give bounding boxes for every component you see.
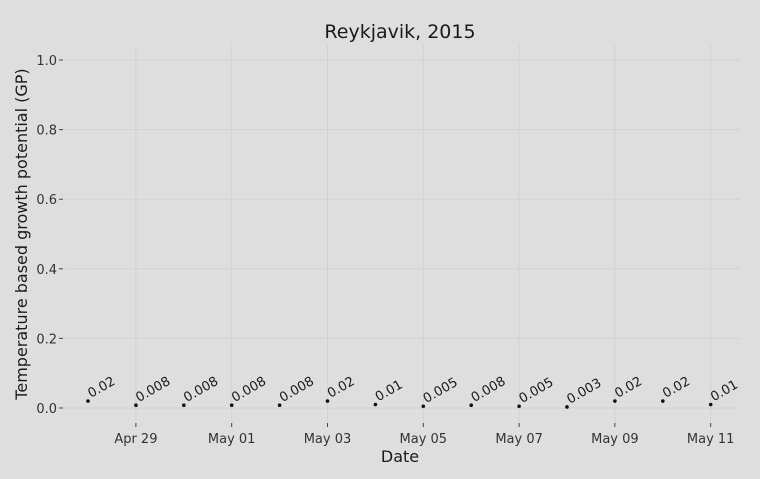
data-label: 0.02 xyxy=(660,374,693,401)
data-point xyxy=(134,403,138,408)
data-point xyxy=(229,403,234,408)
data-point xyxy=(182,403,186,408)
data-labels: 0.02 0.008 0.008 0.008 0.008 0.02 0.01 0.005 0.0… xyxy=(86,374,741,407)
grid-lines xyxy=(65,45,740,422)
x-tick-label: May 03 xyxy=(304,432,352,447)
y-tick-label: 1.0 xyxy=(36,54,57,69)
data-label: 0.02 xyxy=(612,374,645,401)
x-tick-label: May 11 xyxy=(687,432,735,447)
data-label: 0.008 xyxy=(133,374,173,406)
data-point xyxy=(613,399,617,403)
data-point xyxy=(469,403,474,408)
y-tick-label: 0.6 xyxy=(36,193,57,208)
data-point xyxy=(277,403,282,408)
data-point xyxy=(565,405,569,409)
x-axis: Apr 29 May 01 May 03 May 05 May 07 May 09 May … xyxy=(114,423,734,447)
y-axis: 0.0 0.2 0.4 0.6 0.8 1.0 xyxy=(36,54,63,417)
data-label: 0.01 xyxy=(373,378,406,405)
data-label: 0.008 xyxy=(229,374,269,406)
data-point xyxy=(373,402,378,407)
data-label: 0.01 xyxy=(708,378,741,405)
data-point xyxy=(661,399,665,403)
data-point xyxy=(86,399,90,403)
data-label: 0.008 xyxy=(469,374,509,406)
x-axis-title: Date xyxy=(381,447,419,466)
x-tick-label: May 05 xyxy=(400,432,448,447)
data-label: 0.02 xyxy=(325,374,358,401)
data-label: 0.005 xyxy=(517,375,557,407)
chart-title: Reykjavik, 2015 xyxy=(324,21,475,43)
data-label: 0.003 xyxy=(565,376,605,408)
data-label: 0.005 xyxy=(421,375,461,407)
data-point xyxy=(517,404,521,409)
data-point xyxy=(421,404,426,409)
x-tick-label: May 09 xyxy=(591,432,639,447)
x-tick-label: May 01 xyxy=(208,432,256,447)
x-tick-label: Apr 29 xyxy=(114,432,157,447)
data-label: 0.008 xyxy=(181,374,221,406)
data-label: 0.008 xyxy=(277,374,317,406)
data-point xyxy=(325,399,330,403)
data-label: 0.02 xyxy=(86,374,119,401)
x-tick-label: May 07 xyxy=(495,432,543,447)
y-tick-label: 0.0 xyxy=(36,402,57,417)
y-tick-label: 0.8 xyxy=(36,124,57,139)
data-point xyxy=(708,402,713,407)
y-tick-label: 0.2 xyxy=(36,332,57,347)
data-points xyxy=(86,399,713,409)
y-axis-title: Temperature based growth potential (GP) xyxy=(12,68,31,400)
y-tick-label: 0.4 xyxy=(36,263,57,278)
